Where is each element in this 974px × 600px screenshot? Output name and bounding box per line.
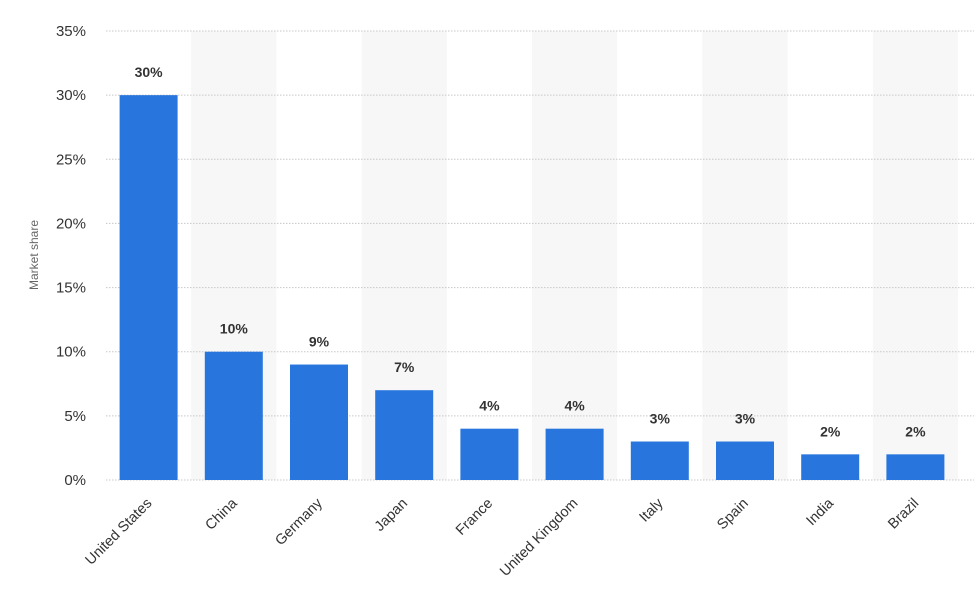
y-axis-title: Market share	[27, 220, 41, 290]
data-label: 2%	[905, 423, 926, 439]
bar	[375, 390, 434, 480]
x-category-label: Italy	[637, 495, 668, 526]
y-tick-label: 30%	[56, 87, 86, 104]
data-labels: 30% 10% 9% 7% 4% 4% 3% 3% 2% 2%	[135, 64, 926, 439]
data-label: 10%	[220, 321, 249, 337]
bar	[119, 95, 178, 481]
y-tick-label: 15%	[56, 280, 86, 297]
y-tick-label: 35%	[56, 23, 86, 40]
bars	[119, 95, 945, 481]
x-category-label: China	[203, 495, 242, 534]
data-label: 7%	[394, 359, 415, 375]
column-band	[702, 31, 788, 480]
bar	[630, 441, 689, 480]
bar	[716, 441, 774, 480]
y-tick-label: 5%	[64, 408, 86, 425]
y-tick-label: 10%	[56, 344, 86, 361]
bar	[886, 454, 945, 480]
x-category-label: France	[453, 496, 496, 539]
column-band	[532, 31, 618, 480]
bar	[204, 351, 263, 480]
data-label: 9%	[309, 334, 330, 350]
data-label: 4%	[564, 398, 585, 414]
y-tick-label: 25%	[56, 151, 86, 168]
bar	[801, 454, 860, 480]
alternating-column-bands	[191, 31, 958, 480]
y-tick-label: 0%	[64, 472, 86, 489]
bar	[290, 364, 348, 480]
column-band	[872, 31, 958, 480]
x-category-label: Germany	[272, 495, 326, 549]
y-axis-tick-labels: 0% 5% 10% 15% 20% 25% 30% 35%	[56, 23, 86, 489]
bar	[545, 428, 604, 480]
x-category-label: United States	[83, 496, 156, 569]
x-category-label: Spain	[714, 496, 752, 534]
x-category-label: Japan	[372, 496, 411, 535]
x-category-label: United Kingdom	[497, 496, 581, 580]
data-label: 3%	[735, 411, 756, 427]
data-label: 2%	[820, 423, 841, 439]
bar	[460, 428, 519, 480]
x-category-label: Brazil	[885, 496, 922, 533]
x-category-label: India	[803, 495, 837, 529]
data-label: 3%	[650, 411, 671, 427]
data-label: 30%	[135, 64, 164, 80]
x-axis-category-labels: United States China Germany Japan France Unit…	[83, 495, 923, 580]
y-tick-label: 20%	[56, 215, 86, 232]
data-label: 4%	[479, 398, 500, 414]
